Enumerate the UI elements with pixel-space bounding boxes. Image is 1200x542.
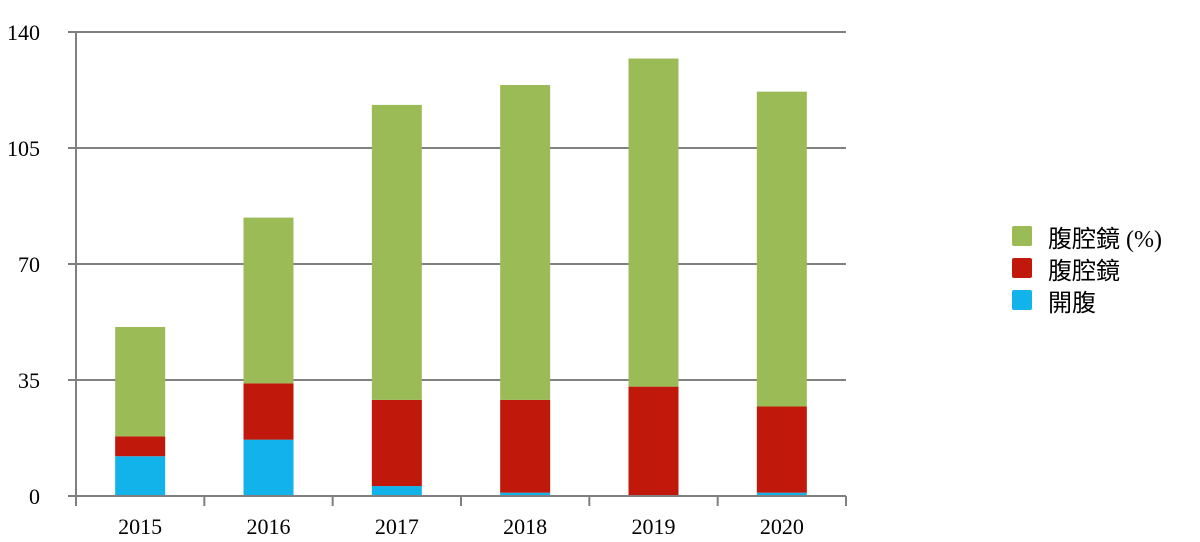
bar-segment-2017-2 [371,104,422,400]
legend-item-laparoscopy: 腹腔鏡 [1012,252,1162,285]
x-tick-label: 2016 [247,514,291,539]
bar-segment-2018-0 [500,492,551,496]
bar-stacks [115,58,807,496]
bar-segment-2016-2 [243,217,294,384]
legend-label: 腹腔鏡 [1048,258,1120,285]
bar-segment-2019-2 [628,58,679,387]
bar-segment-2016-1 [243,383,294,440]
bar-segment-2018-1 [500,399,551,493]
gridlines [68,31,847,506]
bar-segment-2018-2 [500,85,551,400]
bar-segment-2017-1 [371,399,422,487]
x-tick-label: 2018 [503,514,547,539]
bar-segment-2015-1 [115,436,166,457]
legend-swatch-blue [1012,290,1032,310]
bar-segment-2015-0 [115,456,166,496]
y-tick-label: 70 [18,252,40,277]
tick-labels: 0 35 70 105 140 2015 2016 2017 2018 2019 2020 [7,20,804,539]
bar-segment-2016-0 [243,439,294,496]
bar-segment-2015-2 [115,326,166,437]
y-tick-label: 0 [29,484,40,509]
legend-swatch-red [1012,258,1032,278]
bar-segment-2020-1 [756,406,807,493]
x-tick-label: 2019 [632,514,676,539]
y-tick-label: 35 [18,368,40,393]
x-tick-label: 2015 [118,514,162,539]
legend-swatch-green [1012,226,1032,246]
axes [75,32,846,497]
bar-segment-2017-0 [371,486,422,496]
bar-segment-2019-1 [628,386,679,496]
y-tick-label: 105 [7,136,40,161]
x-tick-label: 2017 [375,514,419,539]
legend-item-open-surgery: 開腹 [1012,284,1162,317]
legend: 腹腔鏡 (%) 腹腔鏡 開腹 [1012,220,1162,317]
legend-label: 腹腔鏡 (%) [1048,226,1162,253]
legend-item-laparoscopy-percent: 腹腔鏡 (%) [1012,220,1162,253]
bar-segment-2020-2 [756,91,807,407]
y-tick-label: 140 [7,20,40,45]
bar-segment-2020-0 [756,492,807,496]
legend-label: 開腹 [1048,290,1096,317]
x-tick-label: 2020 [760,514,804,539]
